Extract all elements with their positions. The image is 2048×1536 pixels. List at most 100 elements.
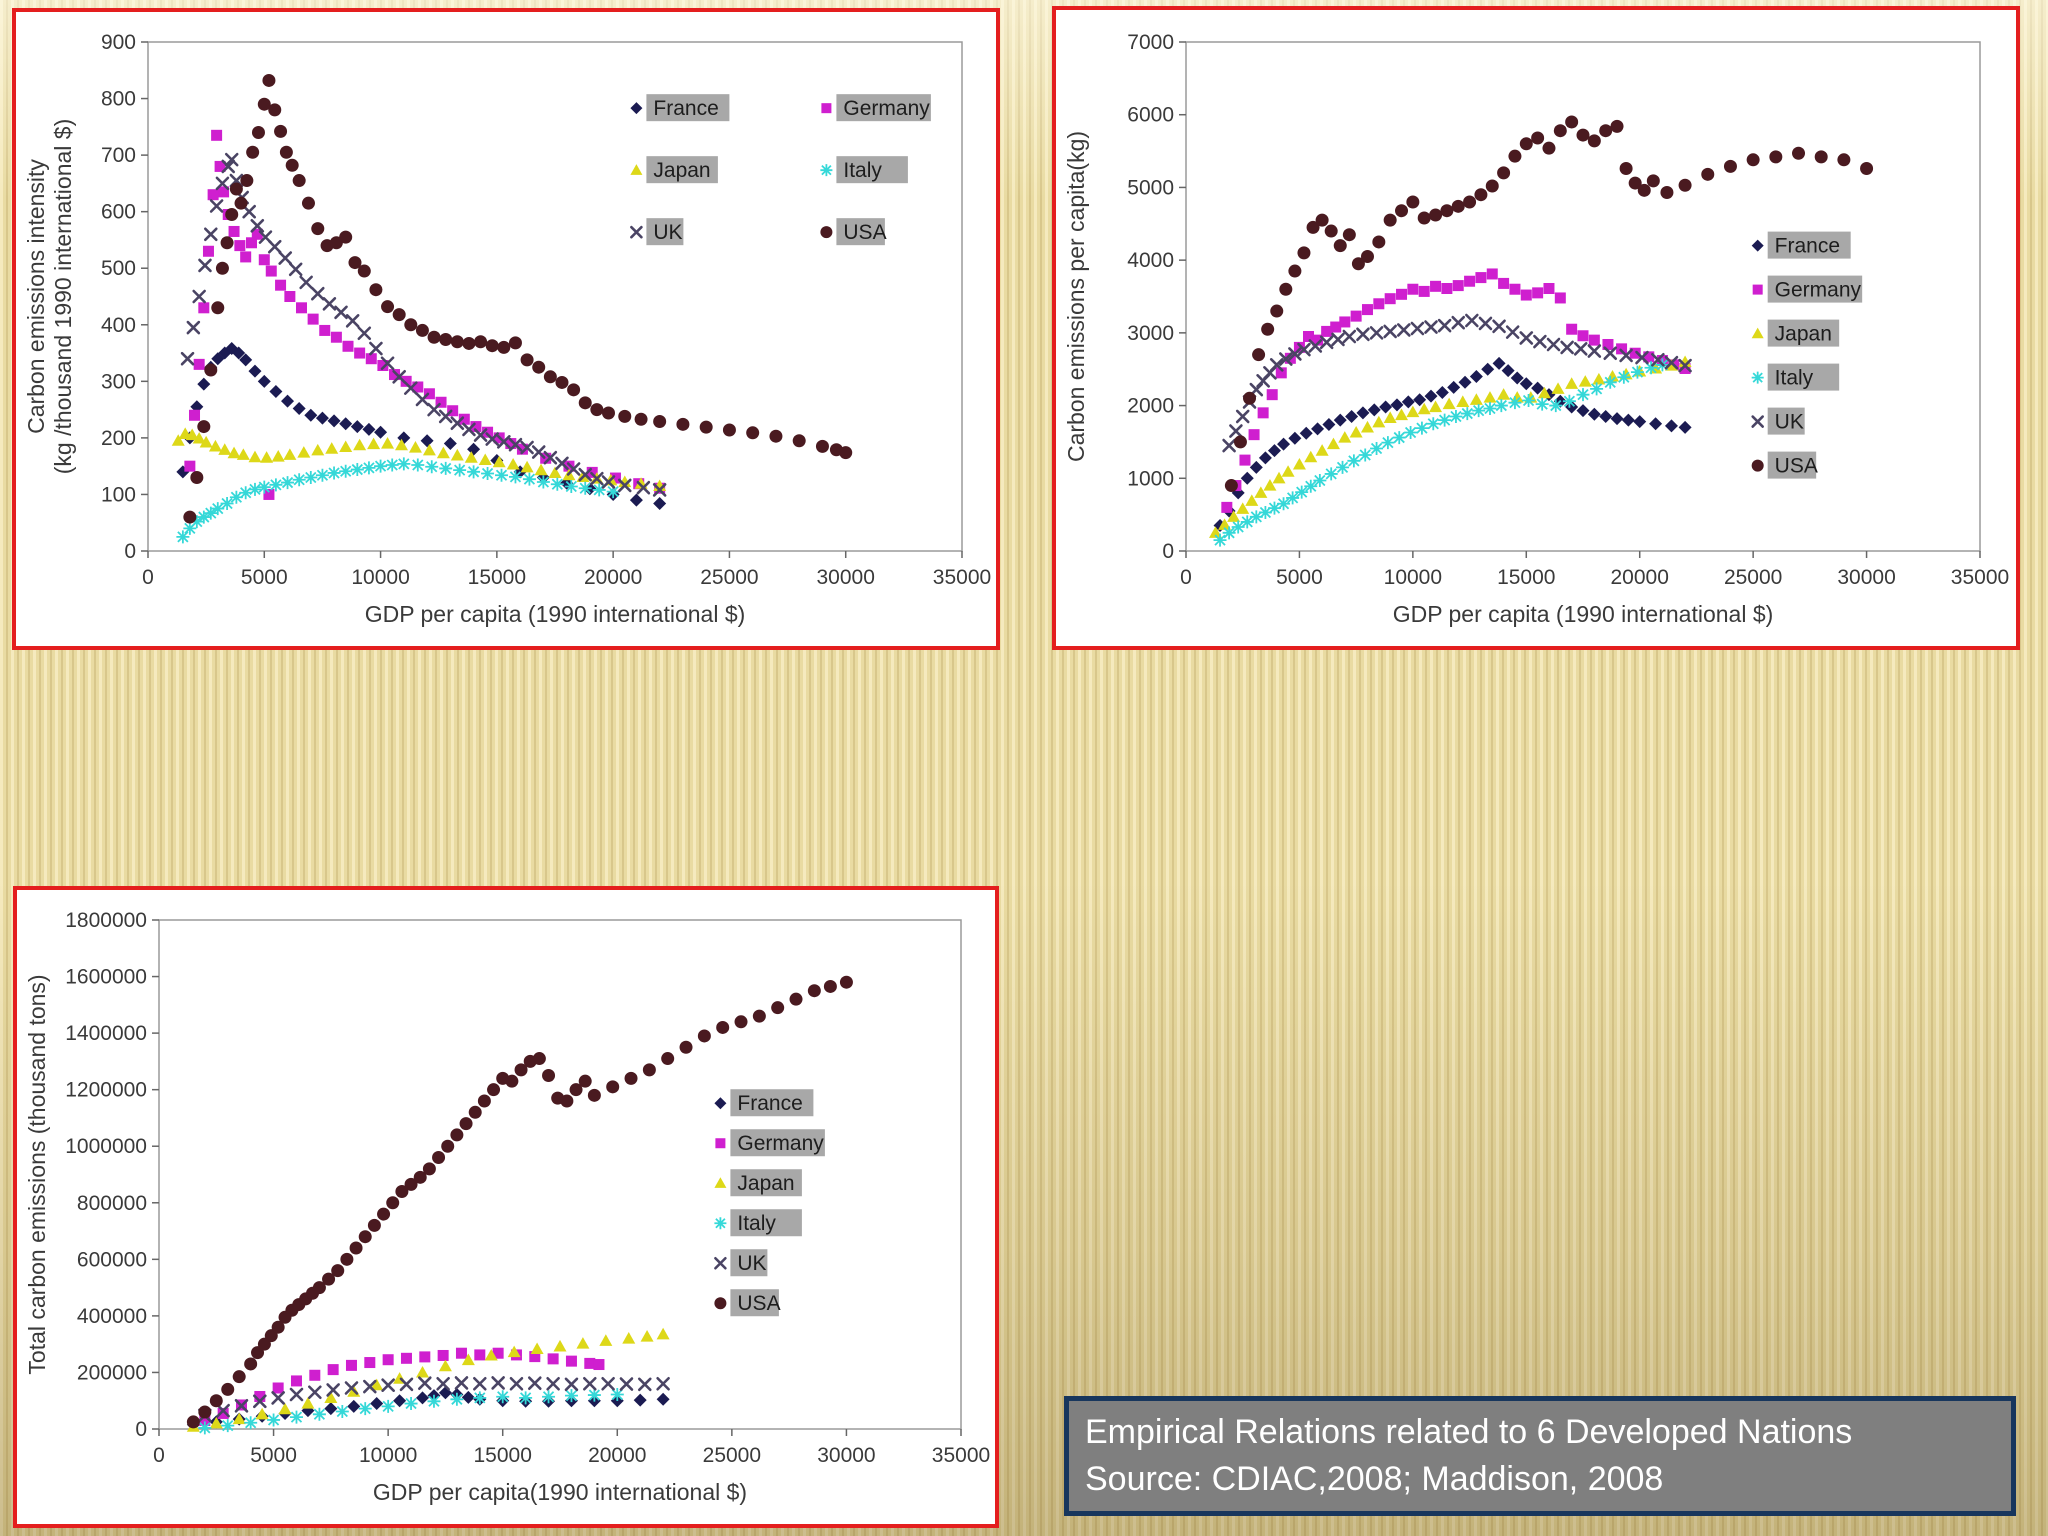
legend-entry-usa: USA	[820, 218, 887, 246]
svg-text:20000: 20000	[588, 1444, 646, 1467]
legend-entry-japan: Japan	[630, 156, 718, 184]
legend-entry-usa: USA	[714, 1289, 781, 1317]
series-italy	[176, 457, 620, 544]
svg-text:Italy: Italy	[1775, 367, 1814, 390]
svg-text:20000: 20000	[1611, 566, 1669, 589]
svg-text:25000: 25000	[703, 1444, 761, 1467]
svg-text:15000: 15000	[474, 1444, 532, 1467]
caption-line-2: Source: CDIAC,2008; Maddison, 2008	[1085, 1459, 1664, 1498]
svg-text:10000: 10000	[351, 566, 409, 589]
svg-text:France: France	[1775, 235, 1840, 258]
svg-text:700: 700	[101, 144, 136, 167]
svg-text:0: 0	[153, 1444, 165, 1467]
axes: 0 5000 10000 15000 20000 25000 30000 35000 0 1000…	[1063, 31, 2009, 627]
svg-text:35000: 35000	[1951, 566, 2009, 589]
svg-text:0: 0	[124, 540, 136, 563]
svg-text:10000: 10000	[1384, 566, 1442, 589]
caption-box: Empirical Relations related to 6 Develop…	[1064, 1396, 2016, 1516]
svg-text:Japan: Japan	[653, 159, 710, 182]
legend-entry-italy: Italy	[820, 156, 908, 184]
svg-text:UK: UK	[737, 1252, 766, 1275]
svg-text:30000: 30000	[1837, 566, 1895, 589]
svg-text:1000: 1000	[1127, 467, 1174, 490]
legend-entry-uk: UK	[1751, 407, 1805, 435]
svg-text:30000: 30000	[817, 566, 875, 589]
svg-text:(kg /thousand 1990 internation: (kg /thousand 1990 international $)	[50, 119, 76, 474]
svg-text:20000: 20000	[584, 566, 642, 589]
svg-text:800000: 800000	[77, 1192, 147, 1215]
legend-entry-germany: Germany	[1752, 275, 1863, 303]
svg-text:1200000: 1200000	[65, 1079, 147, 1102]
svg-text:4000: 4000	[1127, 249, 1174, 272]
svg-text:France: France	[653, 97, 718, 120]
svg-text:Germany: Germany	[737, 1132, 824, 1155]
legend: France Germany Japan Italy UK USA	[714, 1089, 825, 1317]
svg-text:5000: 5000	[1276, 566, 1323, 589]
svg-text:USA: USA	[737, 1292, 780, 1315]
svg-text:600000: 600000	[77, 1248, 147, 1271]
svg-text:GDP per capita (1990 internati: GDP per capita (1990 international $)	[365, 601, 746, 627]
svg-text:Germany: Germany	[843, 97, 930, 120]
chart-panel-total-emissions: 0 5000 10000 15000 20000 25000 30000 35000 0 2000…	[13, 886, 999, 1528]
svg-text:200: 200	[101, 427, 136, 450]
legend-entry-uk: UK	[630, 218, 684, 246]
svg-text:USA: USA	[1775, 455, 1818, 478]
scatter-chart-carbon-per-capita: 0 5000 10000 15000 20000 25000 30000 35000 0 1000…	[1063, 31, 2009, 627]
legend-entry-germany: Germany	[821, 94, 931, 122]
svg-text:25000: 25000	[1724, 566, 1782, 589]
svg-text:1800000: 1800000	[65, 909, 147, 932]
svg-text:Carbon emissions per capita(kg: Carbon emissions per capita(kg)	[1063, 131, 1089, 462]
svg-text:0: 0	[1162, 540, 1174, 563]
svg-text:400: 400	[101, 314, 136, 337]
series-usa	[186, 975, 853, 1429]
legend-entry-usa: USA	[1751, 451, 1818, 479]
series-italy	[198, 1388, 624, 1435]
svg-text:7000: 7000	[1127, 31, 1174, 54]
axes: 0 5000 10000 15000 20000 25000 30000 35000 0 100 2…	[23, 31, 991, 627]
legend-entry-france: France	[1751, 231, 1851, 259]
svg-text:35000: 35000	[933, 566, 991, 589]
svg-text:15000: 15000	[1497, 566, 1555, 589]
chart-panel-carbon-intensity: 0 5000 10000 15000 20000 25000 30000 35000 0 100 2…	[12, 8, 1000, 650]
svg-text:Total carbon emissions (thousa: Total carbon emissions (thousand tons)	[24, 974, 50, 1374]
series-germany	[184, 129, 666, 500]
svg-text:600: 600	[101, 201, 136, 224]
svg-text:Italy: Italy	[737, 1212, 776, 1235]
caption-line-1: Empirical Relations related to 6 Develop…	[1085, 1413, 1853, 1451]
svg-text:35000: 35000	[932, 1444, 990, 1467]
legend-entry-italy: Italy	[714, 1209, 802, 1237]
svg-text:1400000: 1400000	[65, 1022, 147, 1045]
legend-entry-japan: Japan	[1751, 319, 1840, 347]
svg-text:100: 100	[101, 483, 136, 506]
chart-panel-carbon-per-capita: 0 5000 10000 15000 20000 25000 30000 35000 0 1000…	[1052, 6, 2020, 650]
svg-text:Italy: Italy	[843, 159, 882, 182]
svg-text:0: 0	[135, 1418, 147, 1441]
svg-text:5000: 5000	[241, 566, 288, 589]
series-germany	[1221, 268, 1691, 513]
svg-text:3000: 3000	[1127, 322, 1174, 345]
svg-text:0: 0	[1180, 566, 1192, 589]
legend-entry-japan: Japan	[714, 1169, 802, 1197]
svg-text:USA: USA	[843, 221, 886, 244]
svg-text:1600000: 1600000	[65, 966, 147, 989]
svg-text:GDP per capita (1990 internati: GDP per capita (1990 international $)	[1393, 601, 1774, 627]
legend-entry-france: France	[630, 94, 730, 122]
svg-text:1000000: 1000000	[65, 1135, 147, 1158]
axes: 0 5000 10000 15000 20000 25000 30000 35000 0 2000…	[24, 909, 990, 1505]
svg-text:UK: UK	[653, 221, 682, 244]
plot-area	[158, 919, 962, 1430]
svg-text:900: 900	[101, 31, 136, 54]
series-uk	[198, 1376, 670, 1423]
scatter-chart-carbon-intensity: 0 5000 10000 15000 20000 25000 30000 35000 0 100 2…	[23, 31, 991, 627]
svg-text:10000: 10000	[359, 1444, 417, 1467]
svg-text:6000: 6000	[1127, 104, 1174, 127]
svg-text:400000: 400000	[77, 1305, 147, 1328]
svg-text:15000: 15000	[468, 566, 526, 589]
svg-text:25000: 25000	[700, 566, 758, 589]
svg-text:2000: 2000	[1127, 395, 1174, 418]
legend: France Germany Japan Italy UK USA	[630, 94, 931, 246]
svg-text:Japan: Japan	[737, 1172, 794, 1195]
scatter-chart-total-carbon-emissions: 0 5000 10000 15000 20000 25000 30000 35000 0 2000…	[24, 909, 990, 1505]
svg-text:UK: UK	[1775, 411, 1804, 434]
